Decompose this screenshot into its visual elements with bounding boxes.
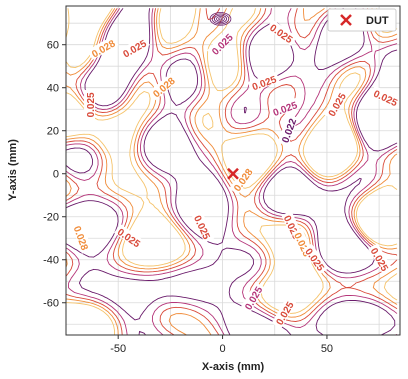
x-tick-label: 0 — [220, 343, 226, 355]
contour-label-text: 0.025 — [86, 92, 97, 117]
x-axis-ticks: -50 0 50 — [110, 335, 333, 355]
contour-label: 0.025 — [84, 90, 97, 120]
x-tick-label: 50 — [321, 343, 333, 355]
x-tick-label: -50 — [110, 343, 126, 355]
y-tick-label: -40 — [43, 255, 59, 267]
y-tick-label: -20 — [43, 212, 59, 224]
y-axis-label: Y-axis (mm) — [7, 139, 19, 201]
y-tick-label: 60 — [47, 40, 59, 52]
y-tick-label: 40 — [47, 83, 59, 95]
legend: DUT — [328, 9, 396, 31]
y-tick-label: -60 — [43, 298, 59, 310]
plot-background — [66, 6, 400, 335]
y-tick-label: 20 — [47, 126, 59, 138]
x-axis-label: X-axis (mm) — [202, 361, 265, 373]
y-tick-label: 0 — [53, 169, 59, 181]
y-axis-ticks: -60 -40 -20 0 20 40 60 — [43, 40, 66, 310]
legend-label-dut: DUT — [366, 15, 389, 27]
